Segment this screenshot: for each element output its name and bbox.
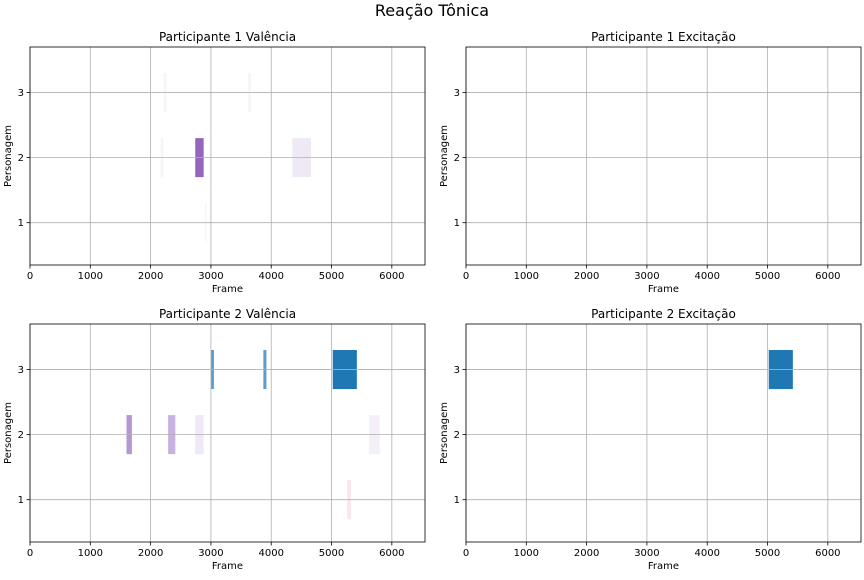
subplot-2: 0 1000 2000 3000 4000 5000 6000 1 2 3 Participante… <box>439 30 862 295</box>
y-tick-label: 1 <box>18 495 24 506</box>
x-tick-label: 2000 <box>574 271 599 282</box>
gridlines <box>29 324 425 542</box>
gridlines <box>465 324 861 542</box>
x-tick-label: 6000 <box>379 271 404 282</box>
axes-frame <box>29 46 426 266</box>
x-axis-label: Frame <box>648 561 679 572</box>
x-tick-label: 1000 <box>78 271 103 282</box>
x-tick-label: 6000 <box>815 271 840 282</box>
y-tick-label: 1 <box>454 218 460 229</box>
y-axis-label: Personagem <box>439 402 450 464</box>
y-tick-label: 1 <box>18 218 24 229</box>
x-tick-label: 5000 <box>319 548 344 559</box>
y-tick-label: 2 <box>454 430 460 441</box>
subplot-title: Participante 2 Valência <box>159 307 296 321</box>
x-tick-label: 4000 <box>694 271 719 282</box>
x-tick-label: 0 <box>463 271 469 282</box>
x-tick-label: 3000 <box>198 271 223 282</box>
subplot-3: 0 1000 2000 3000 4000 5000 6000 1 2 3 Participante… <box>3 307 426 572</box>
x-tick-label: 1000 <box>514 271 539 282</box>
x-tick-label: 6000 <box>815 548 840 559</box>
y-axis-label: Personagem <box>439 125 450 187</box>
x-tick-label: 2000 <box>138 271 163 282</box>
y-tick-label: 2 <box>18 153 24 164</box>
y-tick-label: 2 <box>18 430 24 441</box>
y-tick-label: 3 <box>454 365 460 376</box>
y-tick-label: 3 <box>18 365 24 376</box>
x-tick-label: 2000 <box>138 548 163 559</box>
gridlines <box>465 47 861 265</box>
x-tick-label: 5000 <box>319 271 344 282</box>
x-tick-label: 4000 <box>694 548 719 559</box>
axes-frame <box>465 323 862 543</box>
x-tick-label: 0 <box>27 548 33 559</box>
x-tick-label: 3000 <box>634 548 659 559</box>
y-tick-label: 1 <box>454 495 460 506</box>
figure-title: Reação Tônica <box>375 1 489 20</box>
axes-frame <box>29 323 426 543</box>
y-axis-label: Personagem <box>3 125 14 187</box>
subplot-1: 0 1000 2000 3000 4000 5000 6000 1 2 3 Participante… <box>3 30 426 295</box>
x-tick-label: 1000 <box>78 548 103 559</box>
x-tick-label: 0 <box>27 271 33 282</box>
x-axis-label: Frame <box>648 284 679 295</box>
x-tick-label: 6000 <box>379 548 404 559</box>
x-tick-label: 5000 <box>755 271 780 282</box>
y-tick-label: 3 <box>18 88 24 99</box>
axes-frame <box>465 46 862 266</box>
x-axis-label: Frame <box>212 561 243 572</box>
y-tick-label: 2 <box>454 153 460 164</box>
x-tick-label: 4000 <box>258 548 283 559</box>
subplot-title: Participante 1 Valência <box>159 30 296 44</box>
subplot-title: Participante 1 Excitação <box>591 30 736 44</box>
gridlines <box>29 47 425 265</box>
subplot-title: Participante 2 Excitação <box>591 307 736 321</box>
subplot-4: 0 1000 2000 3000 4000 5000 6000 1 2 3 Participante… <box>439 307 862 572</box>
y-axis-label: Personagem <box>3 402 14 464</box>
x-tick-label: 5000 <box>755 548 780 559</box>
x-tick-label: 2000 <box>574 548 599 559</box>
x-tick-label: 4000 <box>258 271 283 282</box>
x-axis-label: Frame <box>212 284 243 295</box>
x-tick-label: 0 <box>463 548 469 559</box>
y-tick-label: 3 <box>454 88 460 99</box>
x-tick-label: 1000 <box>514 548 539 559</box>
x-tick-label: 3000 <box>198 548 223 559</box>
x-tick-label: 3000 <box>634 271 659 282</box>
